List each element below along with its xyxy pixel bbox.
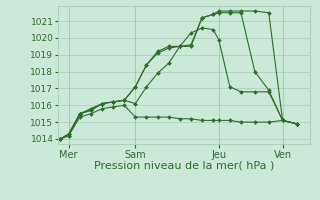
X-axis label: Pression niveau de la mer( hPa ): Pression niveau de la mer( hPa ) xyxy=(94,161,274,171)
